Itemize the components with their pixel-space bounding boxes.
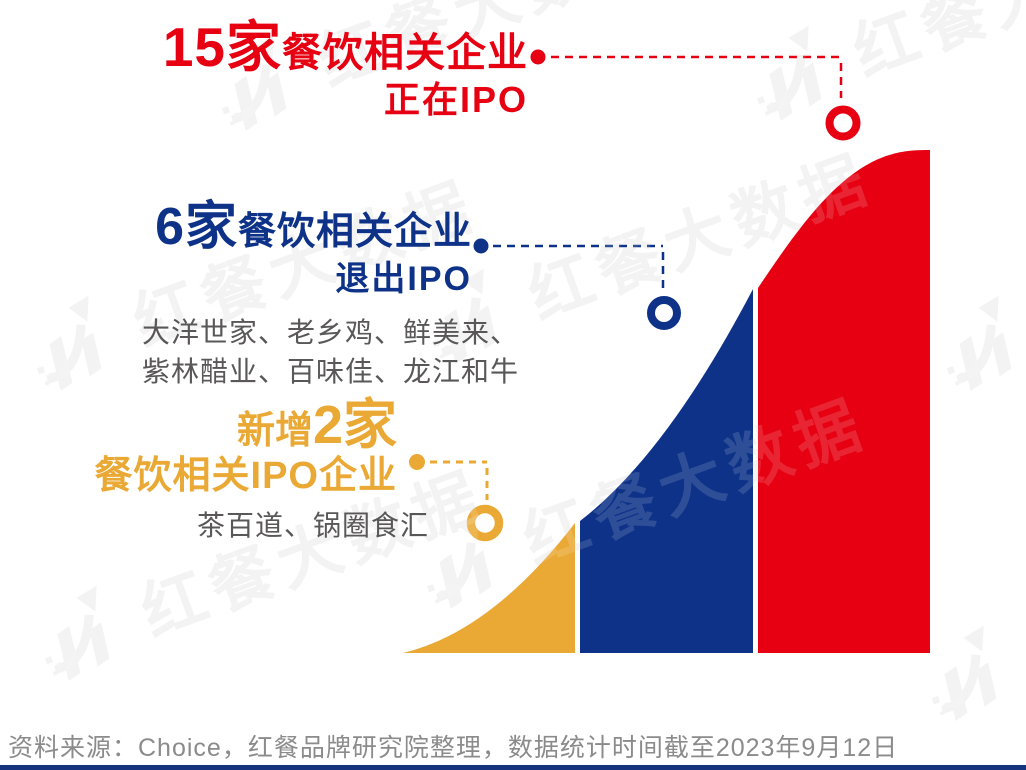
stage-area-new-ipo	[403, 523, 575, 653]
new-ipo-prefix: 新增	[236, 410, 313, 452]
footer-accent-bar	[0, 765, 1026, 770]
exited-ipo-status: 退出IPO	[335, 260, 472, 298]
in-ipo-status: 正在IPO	[383, 79, 528, 120]
in-ipo-headline: 15家餐饮相关企业	[163, 20, 528, 75]
annotation-exited-ipo: 6家餐饮相关企业 退出IPO	[155, 201, 472, 296]
in-ipo-label: 餐饮相关企业	[282, 31, 528, 75]
annotation-in-ipo: 15家餐饮相关企业 正在IPO	[163, 20, 528, 118]
new-ipo-connector-dot	[409, 454, 425, 470]
in-ipo-connector-dot	[530, 49, 546, 65]
stage-area-exited-ipo	[580, 289, 753, 653]
new-ipo-connector-line	[430, 460, 489, 500]
in-ipo-ring-marker	[825, 105, 861, 141]
new-ipo-company-list: 茶百道、锅圈食汇	[197, 504, 429, 544]
exited-ipo-label: 餐饮相关企业	[237, 211, 472, 253]
exited-ipo-company-list: 大洋世家、老乡鸡、鲜美来、 紫林醋业、百味佳、龙江和牛	[142, 313, 519, 391]
exited-ipo-companies-line1: 大洋世家、老乡鸡、鲜美来、	[142, 317, 520, 348]
exited-ipo-headline: 6家餐饮相关企业	[155, 201, 472, 253]
exited-ipo-connector-dot	[473, 238, 489, 254]
in-ipo-count: 15家	[162, 16, 282, 78]
new-ipo-companies: 茶百道、锅圈食汇	[197, 510, 430, 541]
exited-ipo-ring-marker	[647, 296, 681, 330]
in-ipo-connector-line	[551, 55, 843, 98]
source-note: 资料来源：Choice，红餐品牌研究院整理，数据统计时间截至2023年9月12日	[8, 734, 899, 762]
new-ipo-ring-marker	[466, 504, 504, 542]
stage-area-in-ipo	[758, 150, 930, 653]
exited-ipo-count: 6家	[155, 198, 238, 256]
exited-ipo-connector-line	[493, 244, 665, 288]
new-ipo-count: 2家	[312, 395, 397, 455]
annotation-new-ipo: 新增2家 餐饮相关IPO企业	[95, 398, 397, 495]
new-ipo-headline: 新增2家	[95, 398, 397, 452]
exited-ipo-companies-line2: 紫林醋业、百味佳、龙江和牛	[142, 356, 520, 387]
new-ipo-label: 餐饮相关IPO企业	[94, 455, 397, 497]
